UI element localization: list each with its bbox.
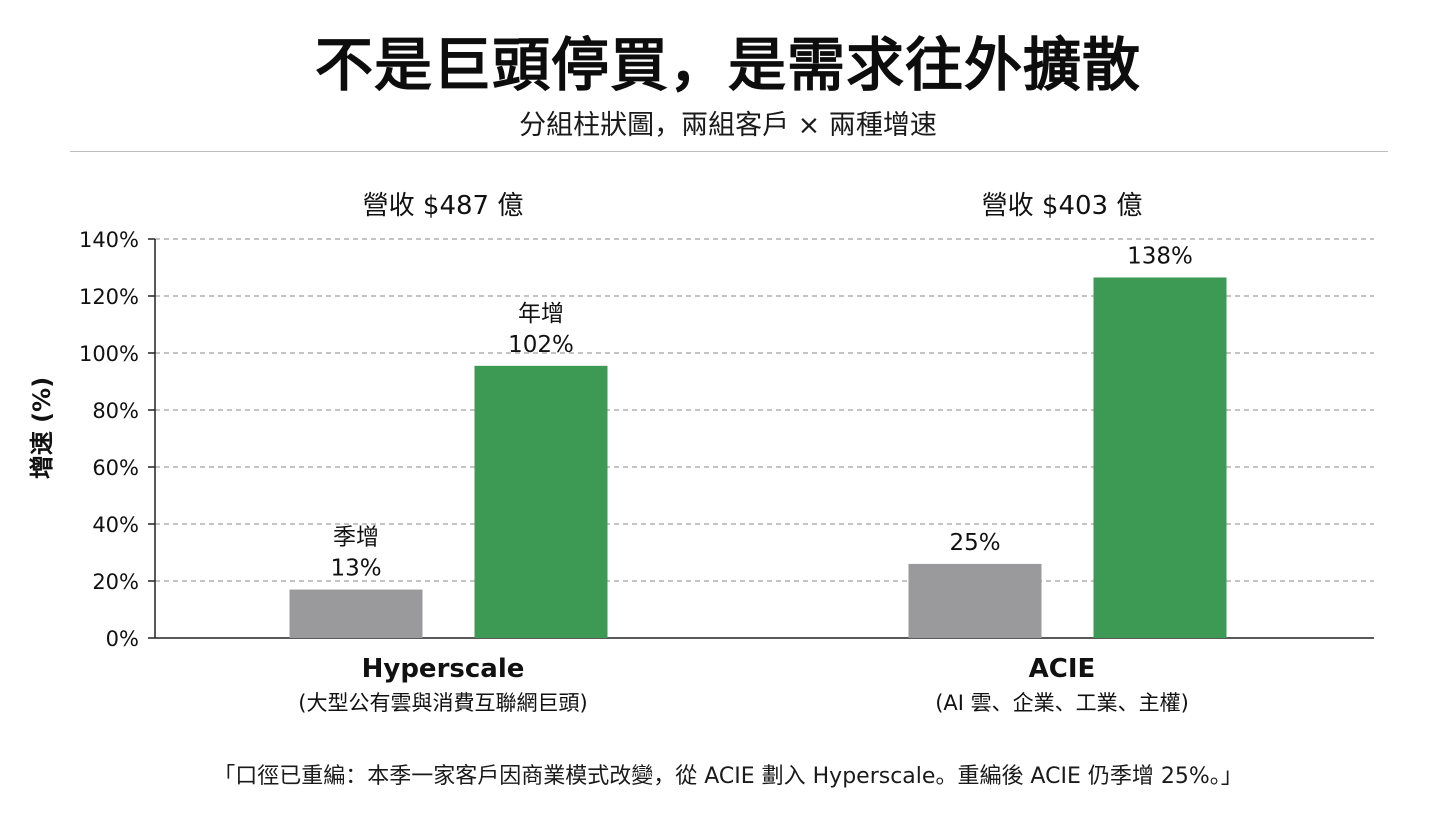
y-axis-label: 增速 (%) (28, 377, 56, 479)
bar-data-label: 102% (508, 332, 574, 358)
group-revenue-label: 營收 $403 億 (982, 191, 1143, 221)
group-name-label: ACIE (1029, 654, 1096, 684)
group-name-label: Hyperscale (362, 654, 525, 684)
y-tick-label: 80% (92, 399, 139, 423)
y-tick-label: 120% (79, 285, 139, 309)
footnote: 「口徑已重編：本季一家客戶因商業模式改變，從 ACIE 劃入 Hyperscal… (213, 764, 1243, 789)
bar-data-label: 13% (330, 556, 381, 582)
bar-data-label: 25% (949, 530, 1000, 556)
y-tick-label: 20% (92, 570, 139, 594)
group-revenue-label: 營收 $487 億 (363, 191, 524, 221)
yoy-bar (474, 365, 608, 638)
yoy-bar (1093, 277, 1227, 638)
group-subname-label: (大型公有雲與消費互聯網巨頭) (298, 691, 587, 715)
y-tick-label: 60% (92, 456, 139, 480)
qoq-bar (289, 589, 423, 638)
bar-data-label: 季增 (333, 525, 379, 551)
chart-title: 不是巨頭停買，是需求往外擴散 (314, 31, 1141, 99)
qoq-bar (908, 563, 1042, 638)
y-tick-label: 140% (79, 228, 139, 252)
y-tick-label: 40% (92, 513, 139, 537)
bar-data-label: 年增 (518, 301, 564, 327)
chart-subtitle: 分組柱狀圖，兩組客戶 × 兩種增速 (519, 110, 937, 141)
bar-data-label: 138% (1127, 243, 1193, 269)
y-tick-label: 100% (79, 342, 139, 366)
title-divider (70, 151, 1388, 152)
y-tick-label: 0% (106, 627, 139, 651)
group-subname-label: (AI 雲、企業、工業、主權) (935, 691, 1189, 715)
